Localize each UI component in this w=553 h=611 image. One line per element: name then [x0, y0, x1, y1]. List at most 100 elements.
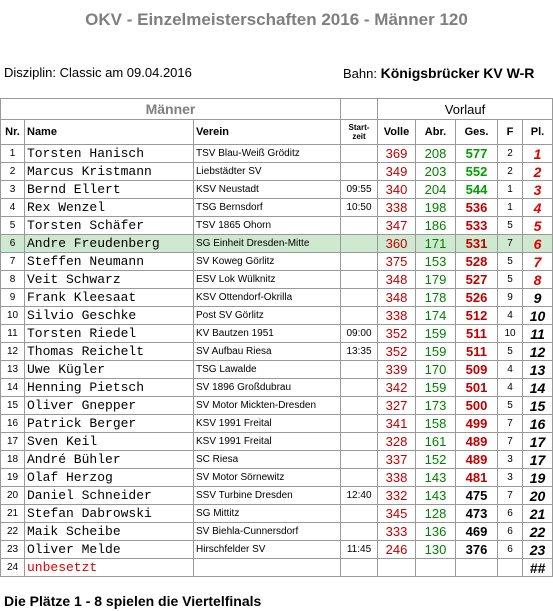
cell-f: 3: [497, 468, 523, 487]
cell-startzeit: [340, 288, 378, 307]
result-row: 2 Marcus Kristmann Liebstädter SV 349 203 552…: [0, 162, 553, 181]
column-header: Nr.: [0, 119, 25, 145]
cell-abr: 204: [415, 180, 456, 199]
cell-pl: 9: [521, 288, 553, 307]
cell-verein: SV 1896 Großdubrau: [193, 378, 341, 397]
bahn-value: Königsbrücker KV W-R: [380, 65, 535, 81]
cell-abr: 143: [415, 468, 456, 487]
result-row: 8 Veit Schwarz ESV Lok Wülknitz 348 179 527 5 8: [0, 270, 553, 289]
cell-f: [497, 558, 523, 577]
cell-name: Thomas Reichelt: [24, 342, 194, 361]
cell-verein: Post SV Görlitz: [193, 306, 341, 325]
header-row: Nr. Name Verein Start- zeit Volle Abr. Ges. F Pl…: [0, 119, 553, 145]
cell-pl: 19: [521, 468, 553, 487]
cell-name: Oliver Gnepper: [24, 396, 194, 415]
cell-pl: 16: [521, 414, 553, 433]
cell-verein: KSV 1991 Freital: [193, 414, 341, 433]
result-row: 12 Thomas Reichelt SV Aufbau Riesa 13:35 352…: [0, 342, 553, 361]
cell-startzeit: [340, 558, 378, 577]
cell-abr: 170: [415, 360, 456, 379]
cell-ges: 511: [455, 342, 498, 361]
cell-startzeit: [340, 504, 378, 523]
cell-pl: 14: [521, 378, 553, 397]
cell-verein: SV Aufbau Riesa: [193, 342, 341, 361]
cell-pl: 2: [521, 162, 553, 181]
cell-startzeit: [340, 306, 378, 325]
column-header: F: [497, 119, 523, 145]
cell-ges: 376: [455, 540, 498, 559]
cell-volle: 348: [377, 288, 416, 307]
cell-verein: Hirschfelder SV: [193, 540, 341, 559]
cell-startzeit: [340, 432, 378, 451]
cell-nr: 17: [0, 432, 25, 451]
cell-f: 4: [497, 378, 523, 397]
cell-ges: 489: [455, 450, 498, 469]
bahn: Bahn: Königsbrücker KV W-R: [343, 65, 534, 81]
cell-nr: 21: [0, 504, 25, 523]
cell-abr: 136: [415, 522, 456, 541]
column-header: Verein: [193, 119, 341, 145]
cell-pl: 11: [521, 324, 553, 343]
cell-verein: Liebstädter SV: [193, 162, 341, 181]
cell-name: Stefan Dabrowski: [24, 504, 194, 523]
cell-name: Maik Scheibe: [24, 522, 194, 541]
column-header: Name: [24, 119, 194, 145]
cell-abr: 128: [415, 504, 456, 523]
column-header: Volle: [377, 119, 416, 145]
cell-f: 7: [497, 486, 523, 505]
cell-name: Torsten Hanisch: [24, 144, 194, 163]
result-row: 6 Andre Freudenberg SG Einheit Dresden-Mit…: [0, 234, 553, 253]
cell-pl: 12: [521, 342, 553, 361]
cell-name: Uwe Kügler: [24, 360, 194, 379]
cell-f: 2: [497, 162, 523, 181]
cell-verein: TSG Lawalde: [193, 360, 341, 379]
cell-abr: 203: [415, 162, 456, 181]
cell-startzeit: 10:50: [340, 198, 378, 217]
result-row: 15 Oliver Gnepper SV Motor Mickten-Dresden…: [0, 396, 553, 415]
cell-abr: 161: [415, 432, 456, 451]
cell-startzeit: [340, 468, 378, 487]
cell-f: 6: [497, 540, 523, 559]
cell-ges: 536: [455, 198, 498, 217]
cell-ges: 511: [455, 324, 498, 343]
cell-abr: 171: [415, 234, 456, 253]
cell-verein: SV Motor Mickten-Dresden: [193, 396, 341, 415]
cell-abr: 173: [415, 396, 456, 415]
cell-ges: 531: [455, 234, 498, 253]
cell-volle: 342: [377, 378, 416, 397]
cell-pl: 10: [521, 306, 553, 325]
cell-pl: 17: [521, 432, 553, 451]
cell-pl: 21: [521, 504, 553, 523]
cell-nr: 14: [0, 378, 25, 397]
column-header: Ges.: [455, 119, 498, 145]
cell-f: 7: [497, 234, 523, 253]
cell-ges: 527: [455, 270, 498, 289]
cell-ges: 577: [455, 144, 498, 163]
cell-f: 6: [497, 522, 523, 541]
result-row: 17 Sven Keil KSV 1991 Freital 328 161 489 7 17: [0, 432, 553, 451]
disziplin: Disziplin: Classic am 09.04.2016: [4, 65, 192, 80]
cell-nr: 2: [0, 162, 25, 181]
result-row: 23 Oliver Melde Hirschfelder SV 11:45 246 130…: [0, 540, 553, 559]
cell-verein: SV Motor Sörnewitz: [193, 468, 341, 487]
bahn-label: Bahn:: [343, 66, 377, 81]
cell-startzeit: [340, 450, 378, 469]
cell-name: Patrick Berger: [24, 414, 194, 433]
column-header: Pl.: [521, 119, 553, 145]
result-row: 13 Uwe Kügler TSG Lawalde 339 170 509 4 13: [0, 360, 553, 379]
cell-startzeit: [340, 216, 378, 235]
cell-abr: 153: [415, 252, 456, 271]
cell-nr: 5: [0, 216, 25, 235]
cell-nr: 22: [0, 522, 25, 541]
cell-pl: 23: [521, 540, 553, 559]
cell-volle: 339: [377, 360, 416, 379]
cell-abr: 158: [415, 414, 456, 433]
cell-f: 10: [497, 324, 523, 343]
cell-pl: 13: [521, 360, 553, 379]
cell-nr: 11: [0, 324, 25, 343]
cell-volle: 347: [377, 216, 416, 235]
cell-pl: 22: [521, 522, 553, 541]
result-row: 7 Steffen Neumann SV Koweg Görlitz 375 153 52…: [0, 252, 553, 271]
cell-f: 1: [497, 198, 523, 217]
